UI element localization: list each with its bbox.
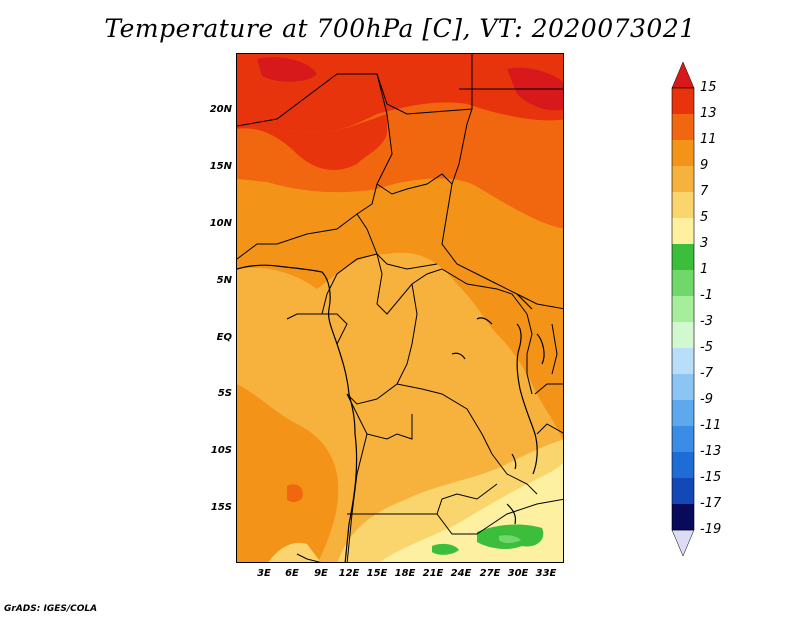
band-5-7-south <box>268 542 321 562</box>
colorbar-label-1: 1 <box>700 262 709 277</box>
colorbar-over-arrow <box>671 61 695 89</box>
lon-label-18e: 18E <box>394 568 416 579</box>
colorbar-label-minus9: -9 <box>700 392 713 407</box>
colorbar-label-15: 15 <box>700 80 717 95</box>
lon-label-6e: 6E <box>285 568 299 579</box>
colorbar-swatch-minus5 <box>672 322 694 348</box>
colorbar <box>671 61 695 557</box>
colorbar-label-minus7: -7 <box>700 366 713 381</box>
colorbar-swatch-11 <box>672 114 694 140</box>
colorbar-swatch-7 <box>672 166 694 192</box>
grads-credit: GrADS: IGES/COLA <box>4 604 98 614</box>
colorbar-label-7: 7 <box>700 184 709 199</box>
colorbar-swatch-minus15 <box>672 452 694 478</box>
temperature-map <box>236 53 564 563</box>
band-9-11-southwest <box>237 384 339 562</box>
colorbar-swatch-minus17 <box>672 478 694 504</box>
map-title: Temperature at 700hPa [C], VT: 202007302… <box>104 14 696 43</box>
lon-label-33e: 33E <box>535 568 557 579</box>
map-svg <box>237 54 563 562</box>
lon-label-24e: 24E <box>450 568 472 579</box>
colorbar-swatch-minus1 <box>672 270 694 296</box>
lat-label-10n: 10N <box>209 218 232 229</box>
lat-label-5n: 5N <box>216 275 232 286</box>
coastline <box>237 264 545 562</box>
colorbar-swatch-13 <box>672 88 694 114</box>
colorbar-under-arrow <box>671 529 695 557</box>
lat-label-15s: 15S <box>210 502 232 513</box>
colorbar-swatch-minus3 <box>672 296 694 322</box>
colorbar-label-minus17: -17 <box>700 496 722 511</box>
colorbar-swatch-5 <box>672 192 694 218</box>
colorbar-label-11: 11 <box>700 132 717 147</box>
colorbar-label-minus13: -13 <box>700 444 722 459</box>
lat-label-15n: 15N <box>209 161 232 172</box>
colorbar-label-minus1: -1 <box>700 288 713 303</box>
lon-label-27e: 27E <box>479 568 501 579</box>
colorbar-label-13: 13 <box>700 106 717 121</box>
band-13-15-west <box>237 114 387 170</box>
colorbar-label-minus19: -19 <box>700 522 722 537</box>
colorbar-frame <box>671 87 695 531</box>
colorbar-label-9: 9 <box>700 158 709 173</box>
lon-label-15e: 15E <box>366 568 388 579</box>
hot-spot-sw <box>287 484 303 502</box>
colorbar-swatch-1 <box>672 244 694 270</box>
lat-label-eq: EQ <box>216 332 232 343</box>
colorbar-label-5: 5 <box>700 210 709 225</box>
colorbar-label-minus3: -3 <box>700 314 713 329</box>
colorbar-swatch-minus7 <box>672 348 694 374</box>
lon-label-12e: 12E <box>338 568 360 579</box>
colorbar-label-minus15: -15 <box>700 470 722 485</box>
lon-label-3e: 3E <box>257 568 271 579</box>
colorbar-label-minus11: -11 <box>700 418 722 433</box>
colorbar-swatch-minus11 <box>672 400 694 426</box>
lat-label-5s: 5S <box>217 388 232 399</box>
band-13-15-north <box>237 54 563 133</box>
country-borders <box>237 54 563 562</box>
colorbar-swatch-minus19 <box>672 504 694 530</box>
lon-label-9e: 9E <box>314 568 328 579</box>
colorbar-swatch-9 <box>672 140 694 166</box>
hot-spot-nw <box>257 57 317 82</box>
lat-label-10s: 10S <box>210 445 232 456</box>
colorbar-label-minus5: -5 <box>700 340 713 355</box>
lon-label-30e: 30E <box>507 568 529 579</box>
colorbar-swatch-3 <box>672 218 694 244</box>
colorbar-swatch-minus13 <box>672 426 694 452</box>
colorbar-swatch-minus9 <box>672 374 694 400</box>
lon-label-21e: 21E <box>422 568 444 579</box>
band-1-3-small <box>432 543 459 555</box>
band-minus1-1 <box>499 535 521 543</box>
colorbar-label-3: 3 <box>700 236 709 251</box>
lat-label-20n: 20N <box>209 104 232 115</box>
